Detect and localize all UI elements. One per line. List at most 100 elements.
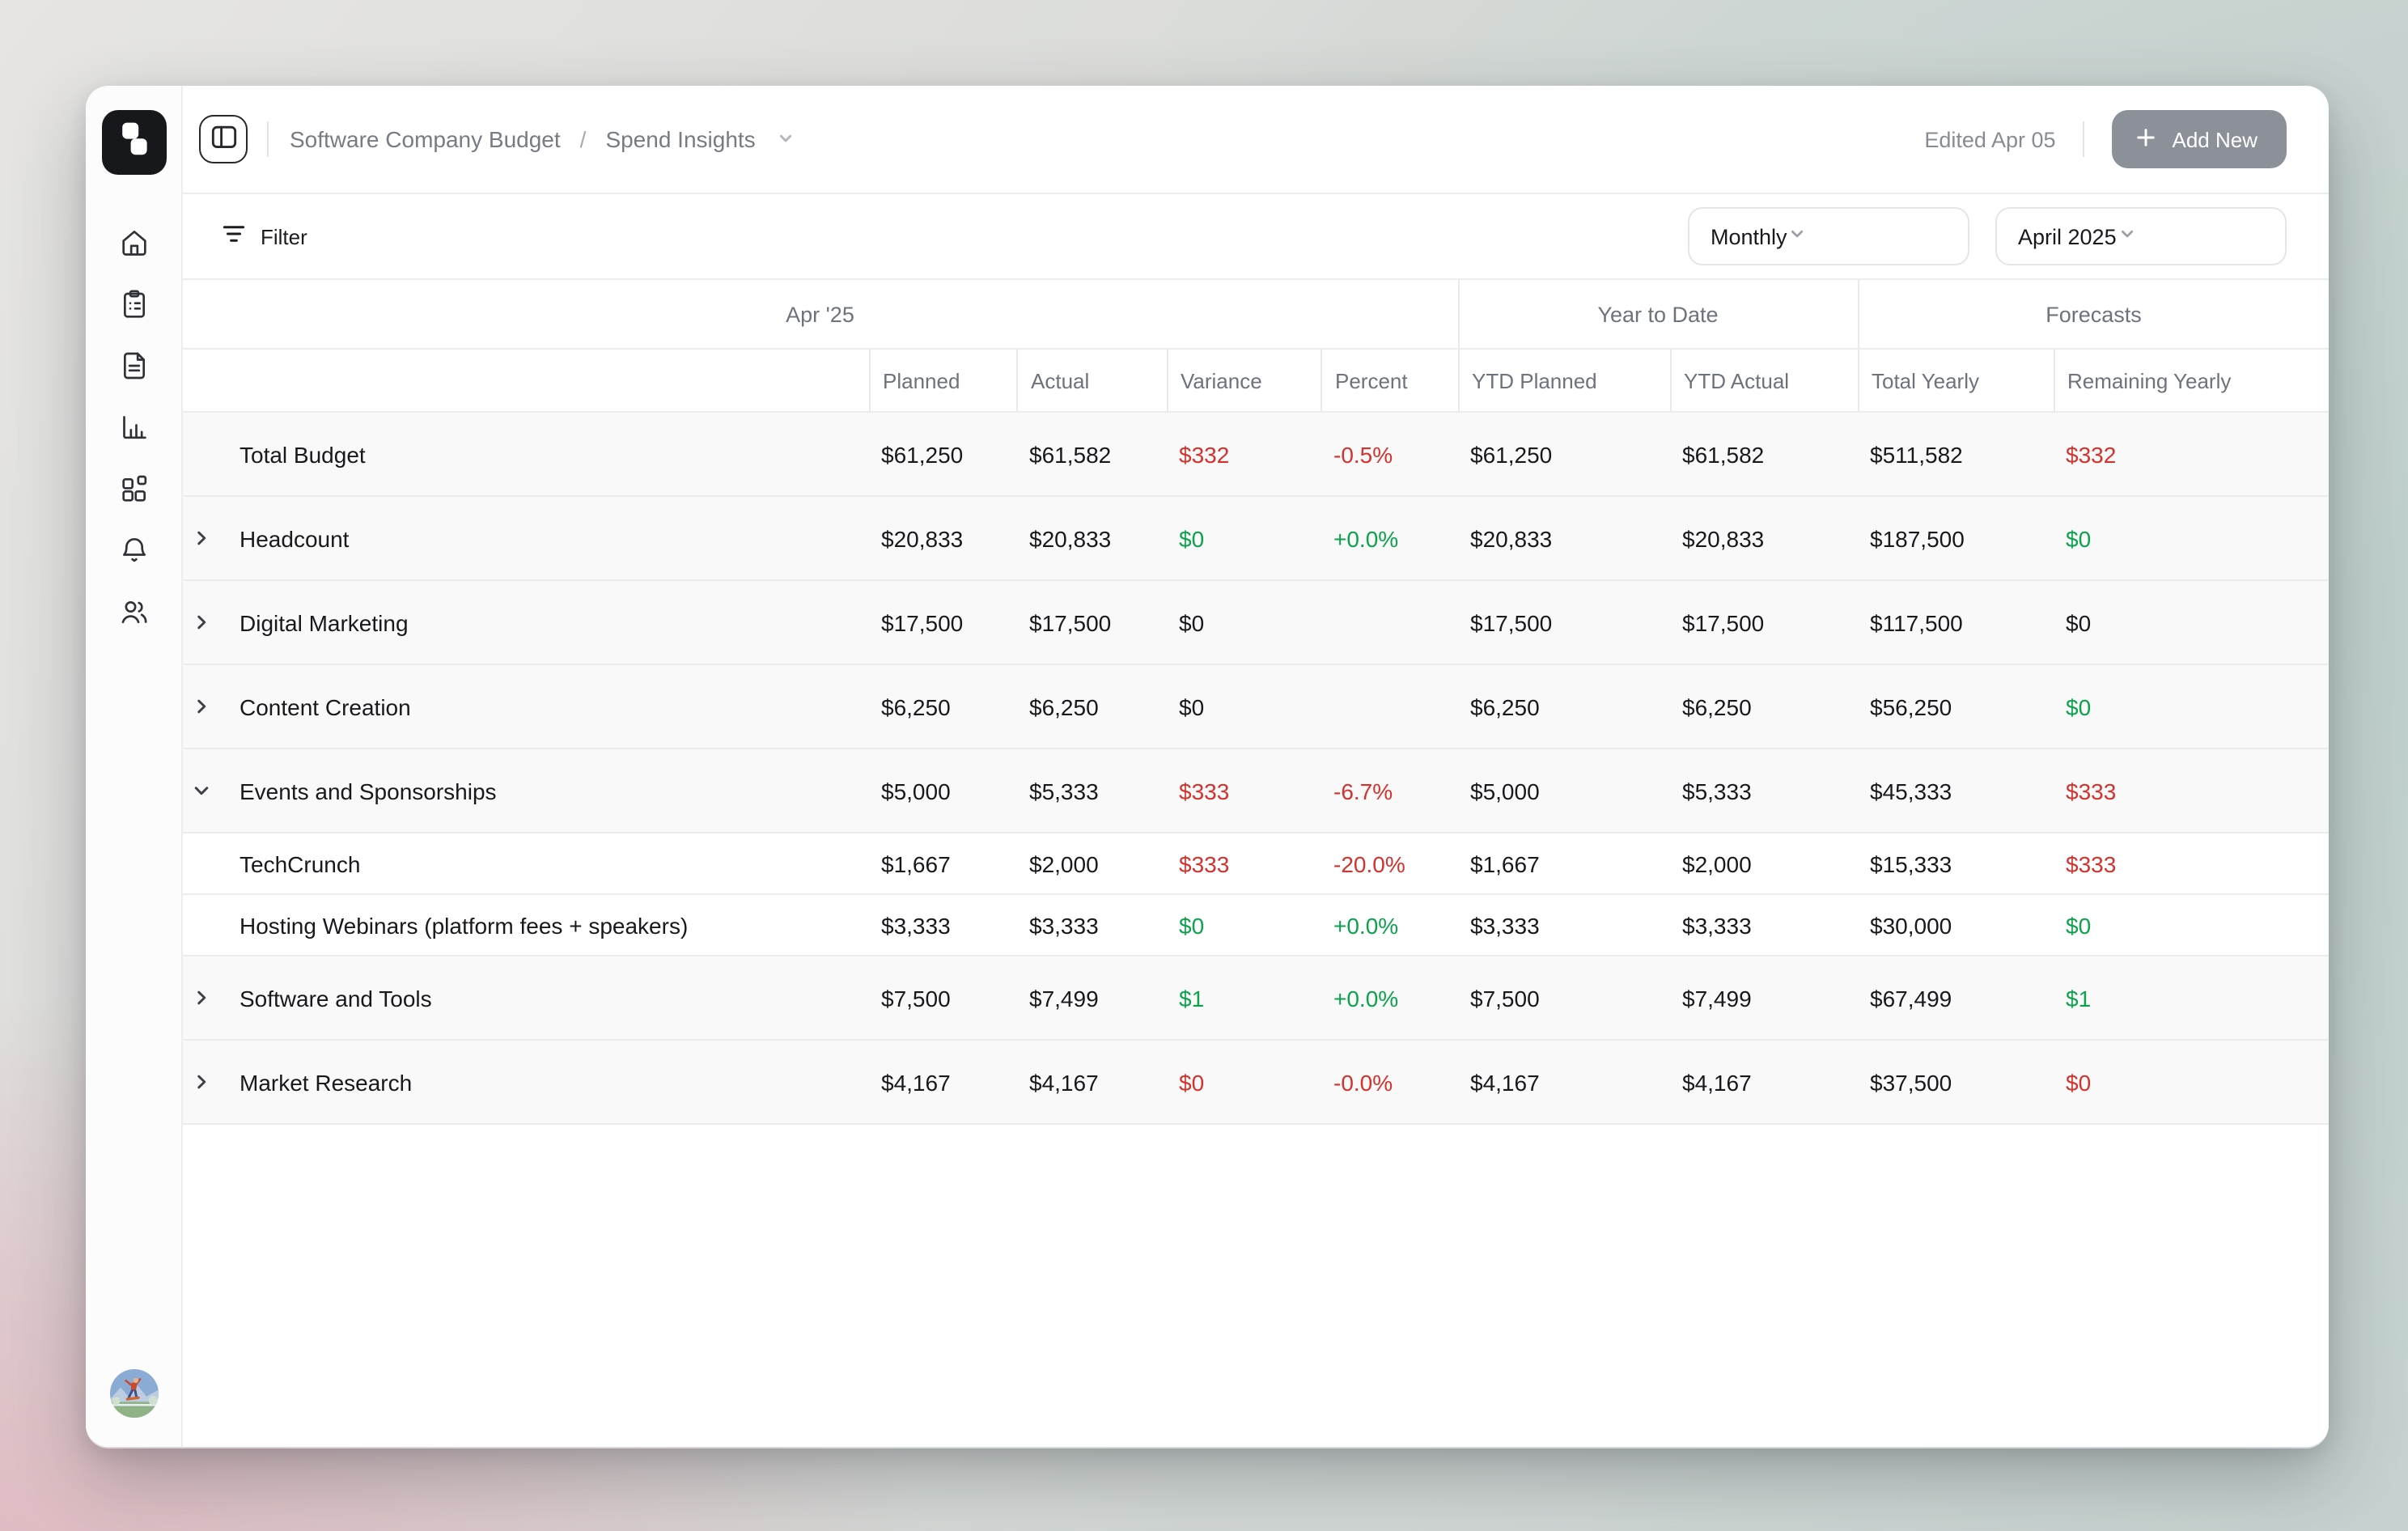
- cell-planned: $61,250: [881, 441, 964, 467]
- cell-planned: $4,167: [881, 1069, 951, 1095]
- app-window: Software Company Budget / Spend Insights…: [86, 86, 2329, 1447]
- column-header-ytd-actual: YTD Actual: [1669, 350, 1857, 411]
- table-row[interactable]: Total Budget $61,250 $61,582 $332 -0.5% $61,2…: [183, 413, 2329, 497]
- cell-actual: $61,582: [1029, 441, 1112, 467]
- filter-button[interactable]: Filter: [222, 222, 307, 251]
- chevron-down-icon[interactable]: [191, 780, 212, 801]
- column-header-ytd-planned: YTD Planned: [1457, 350, 1669, 411]
- cell-planned: $20,833: [881, 525, 964, 551]
- cell-percent: [1321, 581, 1457, 664]
- cell-ytd-actual: $20,833: [1682, 525, 1765, 551]
- cell-remaining-yearly: $0: [2066, 912, 2092, 938]
- chevron-right-icon[interactable]: [191, 528, 212, 549]
- table-row[interactable]: Headcount $20,833 $20,833 $0 +0.0% $20,833 $20…: [183, 497, 2329, 581]
- cell-ytd-planned: $61,250: [1470, 441, 1553, 467]
- sidebar-toggle-button[interactable]: [199, 115, 248, 163]
- toolbar: Filter Monthly April 2025: [183, 194, 2329, 280]
- cell-total-yearly: $67,499: [1870, 985, 1952, 1011]
- chevron-right-icon[interactable]: [191, 612, 212, 633]
- row-name-label: Hosting Webinars (platform fees + speake…: [240, 912, 689, 938]
- column-header-name: [183, 350, 868, 411]
- column-header-actual: Actual: [1016, 350, 1166, 411]
- sidebar-item-notifications[interactable]: [114, 532, 153, 571]
- table-row[interactable]: Software and Tools $7,500 $7,499 $1 +0.0% $7,…: [183, 956, 2329, 1041]
- row-name-cell: Content Creation: [183, 665, 868, 748]
- cell-variance: $0: [1179, 912, 1205, 938]
- filter-label: Filter: [261, 224, 307, 248]
- cell-planned: $1,667: [881, 850, 951, 876]
- cell-ytd-planned: $7,500: [1470, 985, 1540, 1011]
- add-new-label: Add New: [2172, 127, 2258, 151]
- sidebar-item-home[interactable]: [114, 225, 153, 264]
- row-name-cell: Headcount: [183, 497, 868, 579]
- row-name-label: Content Creation: [240, 693, 411, 719]
- add-new-button[interactable]: Add New: [2112, 110, 2287, 168]
- row-name-cell: Hosting Webinars (platform fees + speake…: [183, 895, 868, 955]
- cell-percent: -0.5%: [1333, 441, 1393, 467]
- user-avatar[interactable]: [109, 1369, 158, 1418]
- table-row[interactable]: Market Research $4,167 $4,167 $0 -0.0% $4,167…: [183, 1041, 2329, 1125]
- cell-ytd-planned: $5,000: [1470, 778, 1540, 804]
- row-name-label: Software and Tools: [240, 985, 432, 1011]
- cell-total-yearly: $15,333: [1870, 850, 1952, 876]
- table-row[interactable]: Events and Sponsorships $5,000 $5,333 $333 -…: [183, 749, 2329, 833]
- cell-percent: +0.0%: [1333, 525, 1399, 551]
- table-row[interactable]: Content Creation $6,250 $6,250 $0 $6,250 $6,2…: [183, 665, 2329, 749]
- breadcrumb-current[interactable]: Spend Insights: [605, 126, 756, 152]
- chevron-right-icon[interactable]: [191, 1071, 212, 1092]
- chevron-right-icon[interactable]: [191, 696, 212, 717]
- cell-variance: $0: [1179, 1069, 1205, 1095]
- sidebar-nav: [114, 225, 153, 633]
- chevron-right-icon[interactable]: [191, 987, 212, 1008]
- cell-planned: $3,333: [881, 912, 951, 938]
- toolbar-selects: Monthly April 2025: [1688, 207, 2287, 265]
- table-row[interactable]: Digital Marketing $17,500 $17,500 $0 $17,500…: [183, 581, 2329, 665]
- period-select-value: Monthly: [1711, 224, 1787, 248]
- sidebar-item-members[interactable]: [114, 594, 153, 633]
- month-select[interactable]: April 2025: [1995, 207, 2287, 265]
- cell-ytd-actual: $6,250: [1682, 693, 1752, 719]
- cell-total-yearly: $56,250: [1870, 693, 1952, 719]
- cell-planned: $6,250: [881, 693, 951, 719]
- row-name-label: Total Budget: [240, 441, 366, 467]
- row-name-label: TechCrunch: [240, 850, 361, 876]
- cell-actual: $17,500: [1029, 609, 1112, 635]
- cell-remaining-yearly: $333: [2066, 778, 2117, 804]
- panel-icon: [208, 121, 239, 157]
- cell-actual: $2,000: [1029, 850, 1099, 876]
- sidebar-item-apps[interactable]: [114, 471, 153, 510]
- cell-variance: $0: [1179, 525, 1205, 551]
- top-bar-right: Edited Apr 05 Add New: [1924, 110, 2287, 168]
- cell-actual: $4,167: [1029, 1069, 1099, 1095]
- bell-icon: [117, 533, 150, 570]
- cell-remaining-yearly: $0: [2066, 525, 2092, 551]
- period-select[interactable]: Monthly: [1688, 207, 1969, 265]
- column-header-percent: Percent: [1321, 350, 1457, 411]
- cell-percent: [1321, 665, 1457, 748]
- sidebar-item-reports[interactable]: [114, 409, 153, 448]
- chevron-down-icon: [1787, 223, 1808, 249]
- row-name-label: Market Research: [240, 1069, 413, 1095]
- group-header-ytd: Year to Date: [1457, 280, 1857, 348]
- cell-total-yearly: $37,500: [1870, 1069, 1952, 1095]
- sidebar-item-tasks[interactable]: [114, 286, 153, 325]
- column-header-variance: Variance: [1166, 350, 1321, 411]
- cell-ytd-planned: $20,833: [1470, 525, 1553, 551]
- top-bar: Software Company Budget / Spend Insights…: [183, 86, 2329, 194]
- cell-variance: $333: [1179, 778, 1230, 804]
- chevron-down-icon[interactable]: [775, 125, 796, 154]
- breadcrumb: Software Company Budget / Spend Insights: [290, 125, 796, 154]
- breadcrumb-separator: /: [579, 126, 587, 152]
- cell-actual: $6,250: [1029, 693, 1099, 719]
- cell-total-yearly: $511,582: [1870, 441, 1963, 467]
- table-body: Total Budget $61,250 $61,582 $332 -0.5% $61,2…: [183, 413, 2329, 1125]
- sidebar-item-documents[interactable]: [114, 348, 153, 387]
- table-row[interactable]: TechCrunch $1,667 $2,000 $333 -20.0% $1,667 $2…: [183, 833, 2329, 895]
- row-name-cell: TechCrunch: [183, 833, 868, 893]
- filter-icon: [222, 222, 246, 251]
- cell-ytd-actual: $2,000: [1682, 850, 1752, 876]
- document-icon: [117, 349, 150, 386]
- breadcrumb-root[interactable]: Software Company Budget: [290, 126, 561, 152]
- table-row[interactable]: Hosting Webinars (platform fees + speake…: [183, 895, 2329, 956]
